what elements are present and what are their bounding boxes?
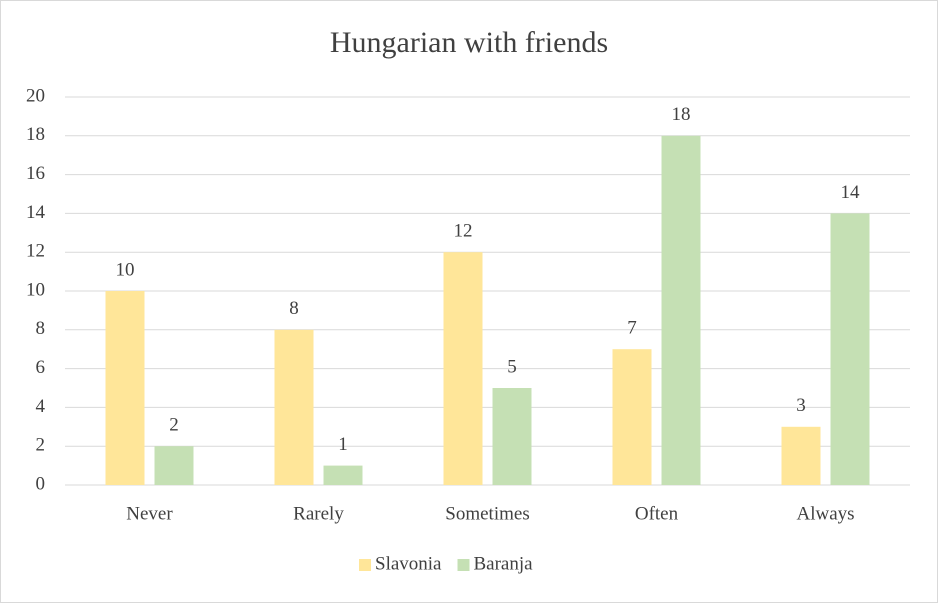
data-label: 3 [796, 395, 806, 416]
bar [781, 426, 821, 485]
x-tick-label: Sometimes [445, 503, 529, 524]
bar [830, 213, 870, 485]
bar [274, 329, 314, 485]
y-tick-label: 10 [26, 279, 45, 300]
y-tick-label: 4 [36, 396, 46, 417]
bar [105, 291, 145, 485]
x-tick-label: Rarely [293, 503, 344, 524]
x-tick-label: Never [126, 503, 173, 524]
y-tick-label: 14 [26, 202, 46, 223]
data-label: 12 [454, 221, 473, 242]
x-tick-label: Often [635, 503, 679, 524]
data-label: 2 [169, 415, 179, 436]
data-label: 8 [289, 298, 299, 319]
data-label: 5 [507, 356, 517, 377]
legend-swatch [359, 559, 371, 571]
chart-title: Hungarian with friends [330, 26, 608, 59]
x-tick-label: Always [796, 503, 854, 524]
bar [661, 135, 701, 486]
data-label: 14 [841, 182, 861, 203]
y-tick-label: 16 [26, 163, 45, 184]
data-label: 10 [116, 259, 135, 280]
bar [323, 465, 363, 485]
legend-label: Baranja [474, 553, 534, 574]
legend-swatch [457, 559, 470, 571]
y-tick-label: 20 [26, 85, 45, 106]
bar [154, 446, 194, 485]
bar [443, 252, 483, 485]
y-tick-label: 8 [36, 318, 46, 339]
y-tick-label: 6 [36, 357, 46, 378]
data-label: 7 [627, 318, 637, 339]
y-tick-label: 18 [26, 124, 45, 145]
bar [492, 388, 532, 485]
bar [612, 349, 652, 485]
data-label: 18 [672, 104, 691, 125]
legend-label: Slavonia [375, 553, 442, 574]
data-label: 1 [338, 434, 348, 455]
y-tick-label: 2 [36, 435, 46, 456]
y-tick-label: 12 [26, 241, 45, 262]
y-tick-label: 0 [36, 473, 46, 494]
